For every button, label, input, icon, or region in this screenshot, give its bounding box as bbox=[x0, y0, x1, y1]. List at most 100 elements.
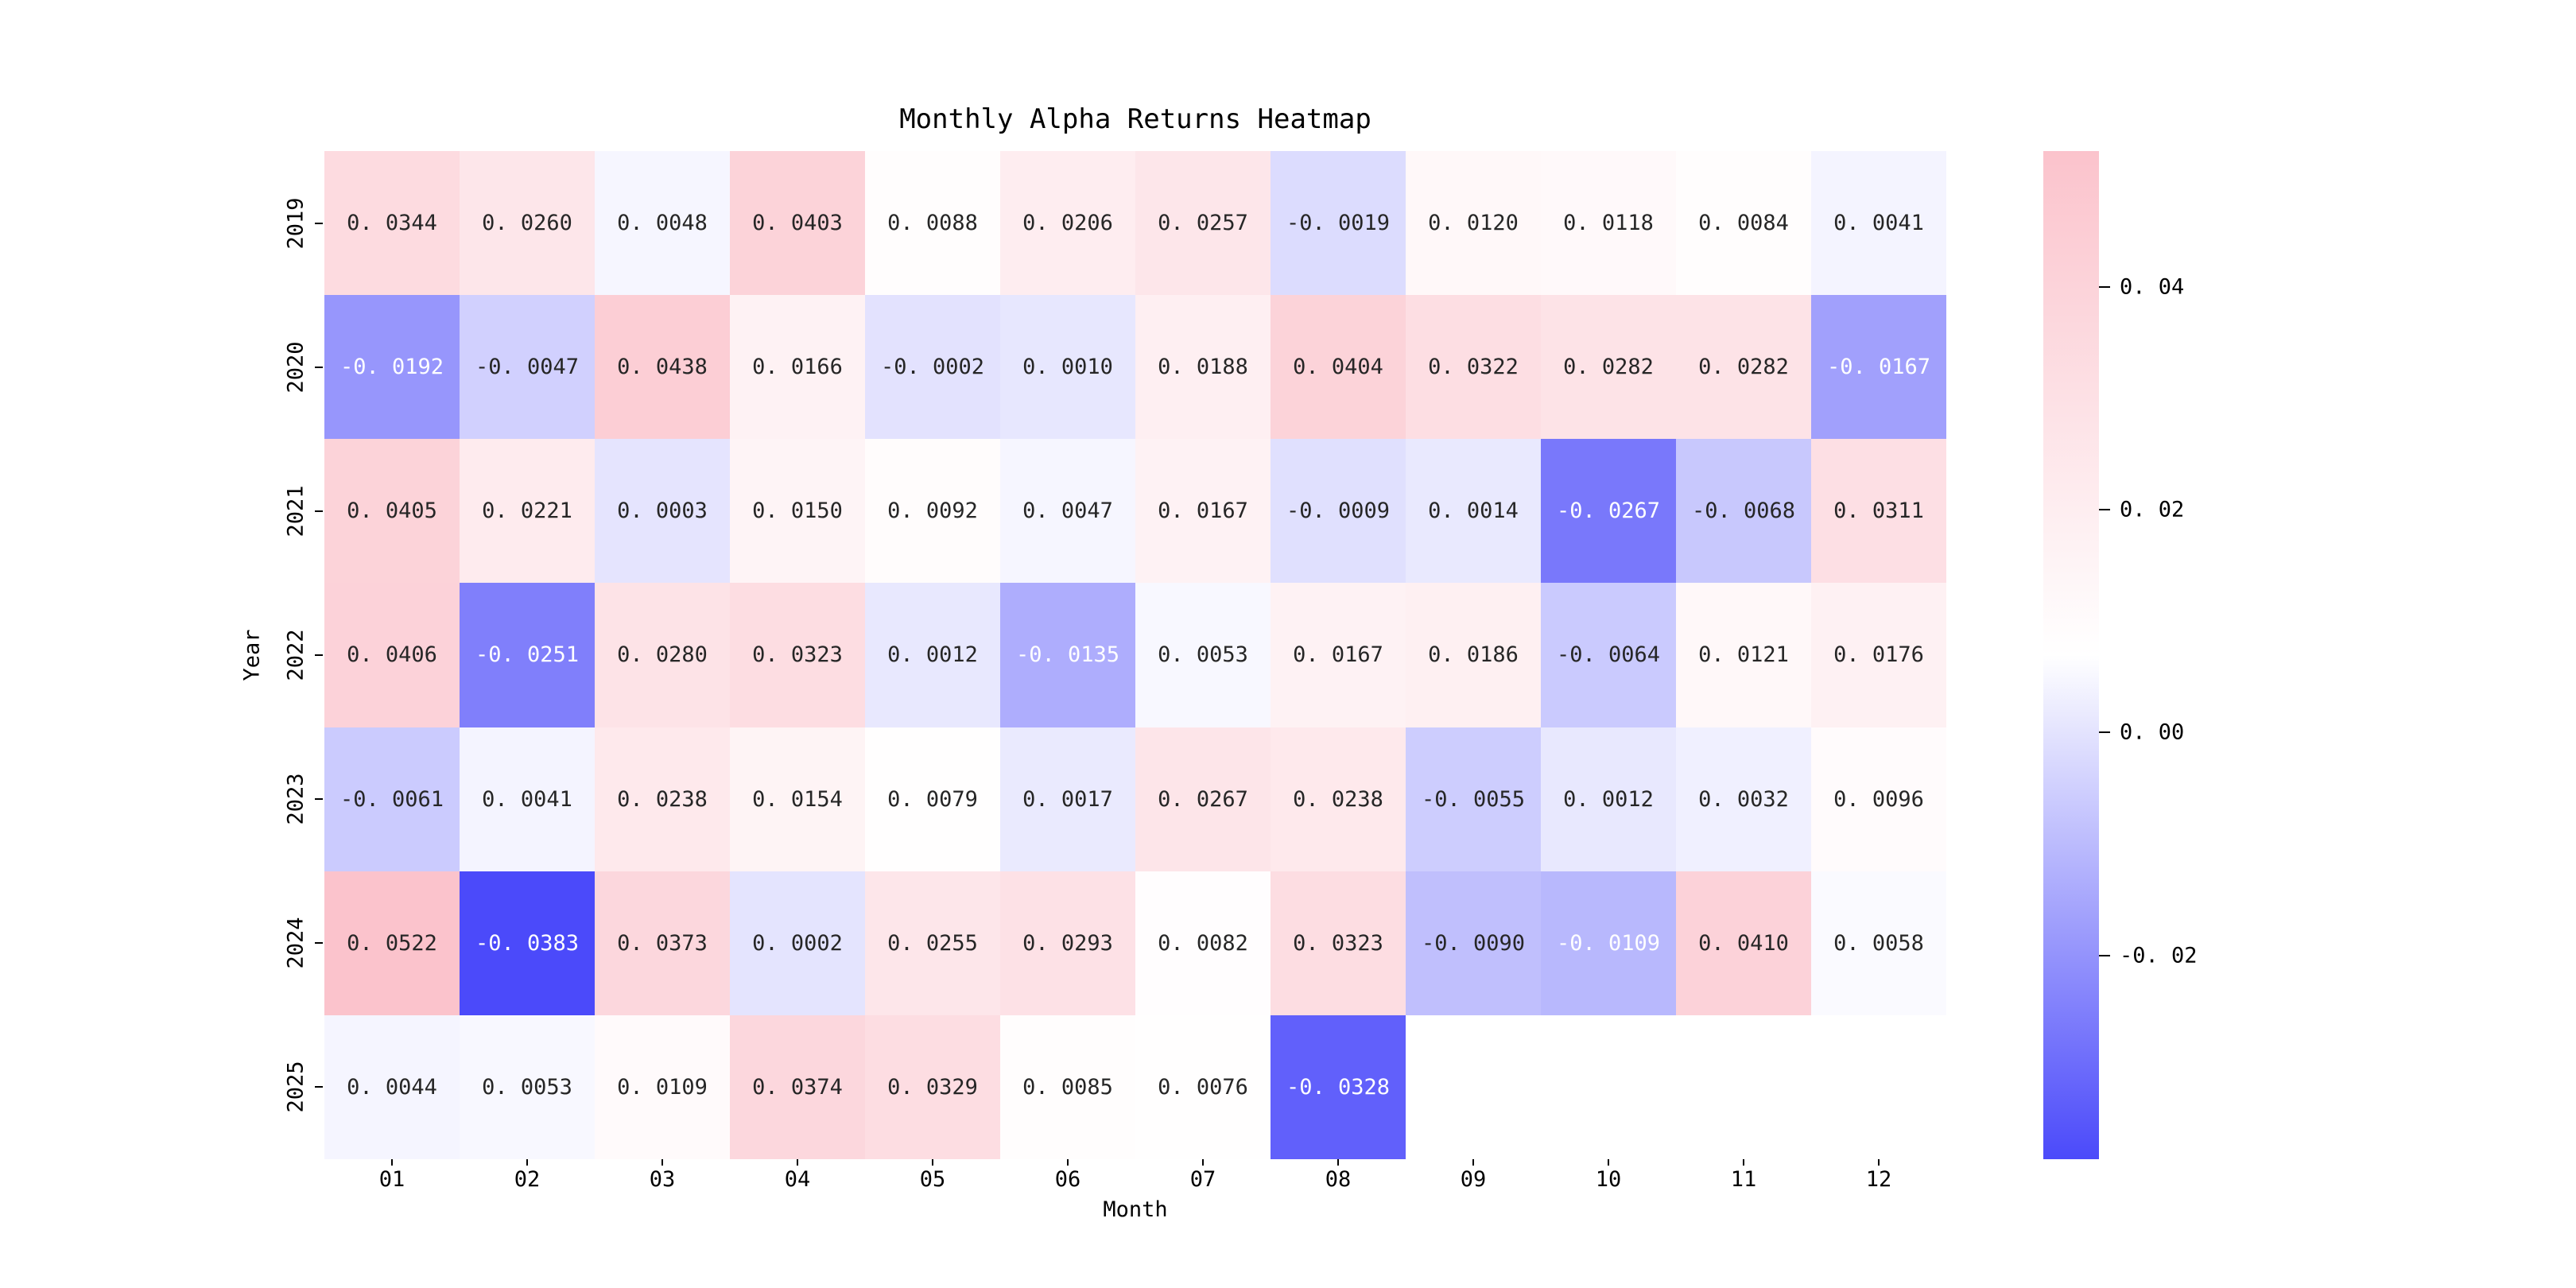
heatmap-cell: 0. 0092 bbox=[865, 439, 1000, 584]
heatmap-cell: -0. 0192 bbox=[324, 295, 460, 440]
x-tick-mark bbox=[1337, 1159, 1339, 1166]
y-tick-mark bbox=[315, 366, 323, 368]
heatmap-cell: 0. 0438 bbox=[595, 295, 730, 440]
heatmap-cell: 0. 0238 bbox=[595, 727, 730, 871]
heatmap-cell: 0. 0053 bbox=[460, 1014, 595, 1159]
colorbar-tick-label: -0. 02 bbox=[2120, 943, 2198, 968]
x-tick-label: 05 bbox=[919, 1167, 946, 1192]
heatmap-cell: 0. 0282 bbox=[1676, 295, 1811, 440]
x-tick-label: 08 bbox=[1325, 1167, 1352, 1192]
colorbar-tick-mark bbox=[2099, 285, 2110, 288]
heatmap-cell: 0. 0048 bbox=[595, 151, 730, 296]
heatmap-cell: 0. 0329 bbox=[865, 1014, 1000, 1159]
heatmap-cell: 0. 0010 bbox=[1000, 295, 1135, 440]
x-tick-mark bbox=[1472, 1159, 1474, 1166]
y-tick-mark bbox=[315, 798, 323, 801]
x-tick-label: 01 bbox=[378, 1167, 405, 1192]
x-tick-label: 10 bbox=[1595, 1167, 1622, 1192]
heatmap-cell: 0. 0058 bbox=[1811, 871, 1946, 1015]
heatmap-cell: 0. 0186 bbox=[1406, 583, 1541, 727]
heatmap-cell: 0. 0257 bbox=[1135, 151, 1271, 296]
x-tick-label: 02 bbox=[514, 1167, 541, 1192]
colorbar-tick-mark bbox=[2099, 954, 2110, 956]
heatmap-cell: 0. 0282 bbox=[1541, 295, 1676, 440]
y-tick-label: 2020 bbox=[283, 341, 308, 394]
colorbar-gradient bbox=[2043, 151, 2099, 1159]
heatmap-cell: 0. 0002 bbox=[730, 871, 865, 1015]
colorbar-ticks: 0. 04 0. 02 0. 00 -0. 02 bbox=[2099, 151, 2337, 1159]
heatmap-cell: 0. 0167 bbox=[1271, 583, 1406, 727]
heatmap-cell: 0. 0041 bbox=[1811, 151, 1946, 296]
colorbar-tick-label: 0. 00 bbox=[2120, 720, 2185, 745]
heatmap-cell: 0. 0344 bbox=[324, 151, 460, 296]
heatmap-cell: -0. 0068 bbox=[1676, 439, 1811, 584]
heatmap-cell: -0. 0055 bbox=[1406, 727, 1541, 871]
heatmap-cell: 0. 0118 bbox=[1541, 151, 1676, 296]
heatmap-grid: 0. 0344 0. 0260 0. 0048 0. 0403 0. 0088 0. 02… bbox=[324, 151, 1946, 1159]
heatmap-cell: -0. 0047 bbox=[460, 295, 595, 440]
heatmap-cell: -0. 0002 bbox=[865, 295, 1000, 440]
y-tick-label: 2019 bbox=[283, 197, 308, 250]
colorbar-tick-label: 0. 02 bbox=[2120, 497, 2185, 522]
heatmap-cell: -0. 0383 bbox=[460, 871, 595, 1015]
heatmap-cell: 0. 0166 bbox=[730, 295, 865, 440]
x-tick-mark bbox=[1608, 1159, 1609, 1166]
heatmap-cell: 0. 0017 bbox=[1000, 727, 1135, 871]
heatmap-cell bbox=[1811, 1014, 1946, 1159]
heatmap-cell: 0. 0403 bbox=[730, 151, 865, 296]
colorbar-tick-mark bbox=[2099, 509, 2110, 511]
x-tick-label: 04 bbox=[784, 1167, 811, 1192]
heatmap-cell: 0. 0120 bbox=[1406, 151, 1541, 296]
heatmap-cell: 0. 0267 bbox=[1135, 727, 1271, 871]
heatmap-cell bbox=[1541, 1014, 1676, 1159]
x-tick-label: 03 bbox=[649, 1167, 676, 1192]
heatmap-cell: 0. 0404 bbox=[1271, 295, 1406, 440]
heatmap-cell: -0. 0009 bbox=[1271, 439, 1406, 584]
heatmap-cell: 0. 0373 bbox=[595, 871, 730, 1015]
x-tick-mark bbox=[391, 1159, 393, 1166]
x-tick-mark bbox=[1743, 1159, 1744, 1166]
heatmap-cell: 0. 0293 bbox=[1000, 871, 1135, 1015]
heatmap-cell: 0. 0076 bbox=[1135, 1014, 1271, 1159]
heatmap-cell bbox=[1406, 1014, 1541, 1159]
heatmap-cell: 0. 0323 bbox=[1271, 871, 1406, 1015]
heatmap-cell: -0. 0135 bbox=[1000, 583, 1135, 727]
x-axis-tick-marks bbox=[324, 1159, 1946, 1166]
heatmap-cell: 0. 0044 bbox=[324, 1014, 460, 1159]
y-tick-label: 2024 bbox=[283, 917, 308, 969]
x-tick-mark bbox=[1202, 1159, 1204, 1166]
heatmap-cell: 0. 0410 bbox=[1676, 871, 1811, 1015]
x-tick-label: 07 bbox=[1189, 1167, 1216, 1192]
heatmap-cell: 0. 0154 bbox=[730, 727, 865, 871]
heatmap-cell: 0. 0238 bbox=[1271, 727, 1406, 871]
x-tick-mark bbox=[661, 1159, 663, 1166]
heatmap-cell: -0. 0251 bbox=[460, 583, 595, 727]
heatmap-cell: 0. 0311 bbox=[1811, 439, 1946, 584]
heatmap-cell bbox=[1676, 1014, 1811, 1159]
y-axis-tick-marks bbox=[315, 151, 323, 1159]
heatmap-cell: 0. 0041 bbox=[460, 727, 595, 871]
heatmap-cell: 0. 0188 bbox=[1135, 295, 1271, 440]
heatmap-cell: 0. 0079 bbox=[865, 727, 1000, 871]
heatmap-cell: -0. 0328 bbox=[1271, 1014, 1406, 1159]
heatmap-cell: 0. 0084 bbox=[1676, 151, 1811, 296]
y-tick-mark bbox=[315, 222, 323, 224]
heatmap-cell: 0. 0406 bbox=[324, 583, 460, 727]
heatmap-cell: 0. 0522 bbox=[324, 871, 460, 1015]
heatmap-cell: 0. 0053 bbox=[1135, 583, 1271, 727]
y-tick-label: 2021 bbox=[283, 485, 308, 537]
heatmap-cell: -0. 0019 bbox=[1271, 151, 1406, 296]
y-axis-tick-labels: 2019 2020 2021 2022 2023 2024 2025 bbox=[272, 151, 320, 1159]
chart-title: Monthly Alpha Returns Heatmap bbox=[899, 103, 1371, 135]
heatmap-cell: -0. 0061 bbox=[324, 727, 460, 871]
x-tick-mark bbox=[1878, 1159, 1880, 1166]
x-tick-label: 11 bbox=[1730, 1167, 1757, 1192]
heatmap-cell: 0. 0121 bbox=[1676, 583, 1811, 727]
heatmap-cell: 0. 0150 bbox=[730, 439, 865, 584]
y-tick-mark bbox=[315, 942, 323, 945]
x-axis-label: Month bbox=[1103, 1197, 1168, 1222]
heatmap-cell: 0. 0255 bbox=[865, 871, 1000, 1015]
heatmap-cell: 0. 0032 bbox=[1676, 727, 1811, 871]
heatmap-cell: -0. 0167 bbox=[1811, 295, 1946, 440]
